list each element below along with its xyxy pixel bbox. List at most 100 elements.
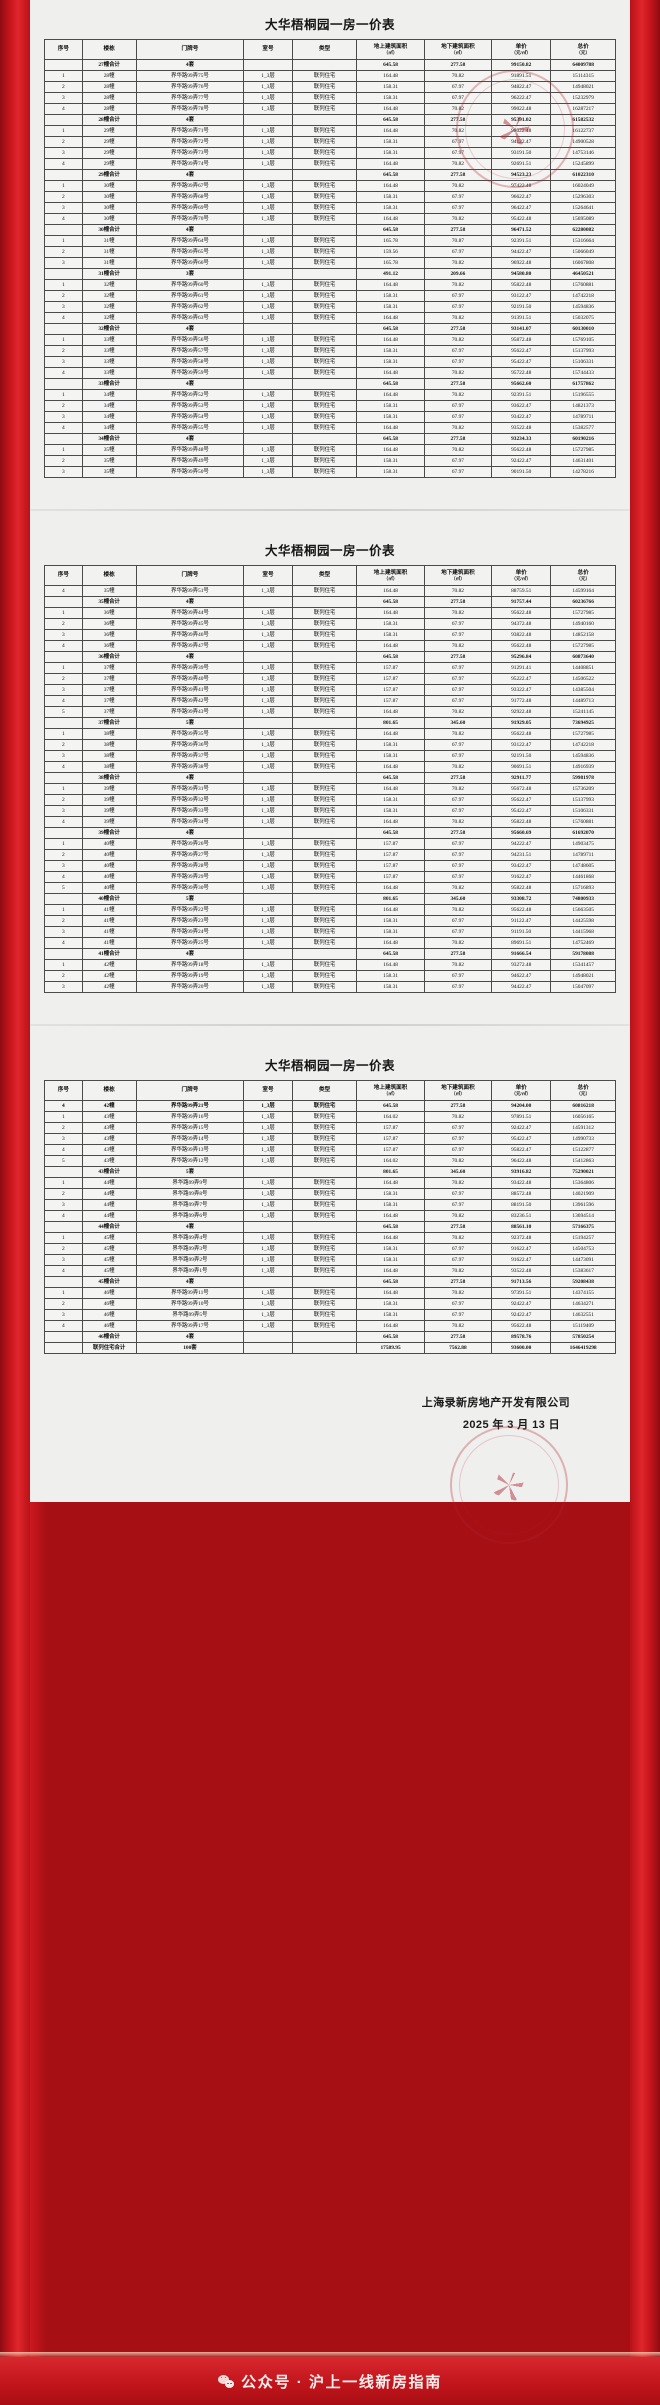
cell-room: 1_3层: [243, 662, 293, 674]
cell-uarea: 70.82: [423, 312, 493, 324]
cell-no: 3: [44, 684, 83, 696]
cell-unit: 95422.48: [491, 213, 552, 225]
cell-total: 59208438: [550, 1276, 616, 1288]
cell-area: 17589.95: [356, 1342, 425, 1354]
cell-room: 1_3层: [243, 191, 293, 203]
subtotal-row: 46幢合计 4套 645.58 277.58 89578.76 57850254: [44, 1331, 616, 1343]
cell-door: 界华路99弄75号: [135, 70, 245, 82]
subtotal-row: 29幢合计 4套 645.58 277.58 94523.23 61022310: [44, 169, 616, 181]
cell-room: 1_3层: [243, 1111, 293, 1123]
cell-bld: 41幢: [81, 926, 137, 938]
cell-area: 158.31: [356, 750, 425, 762]
cell-room: [243, 1221, 293, 1233]
cell-uarea: 70.82: [423, 279, 493, 291]
page-title-2: 大华梧桐园一房一价表: [264, 544, 395, 558]
cell-area: 164.02: [356, 1111, 425, 1123]
cell-total: 14461868: [550, 871, 616, 883]
cell-type: [291, 268, 358, 280]
cell-uarea: 277.58: [423, 378, 493, 390]
cell-uarea: 277.58: [423, 1331, 493, 1343]
subtotal-row: 41幢合计 4套 645.58 277.58 91666.54 59178088: [44, 948, 616, 960]
table-row: 1 34幢 界华路99弄52号 1_3层 联列住宅 164.48 70.82 92391.51…: [44, 389, 616, 401]
cell-no: 1: [44, 662, 83, 674]
cell-unit: 95622.48: [491, 728, 552, 740]
cell-type: 联列住宅: [291, 706, 358, 718]
table-row: 3 28幢 界华路99弄77号 1_3层 联列住宅 158.31 67.97 96222.47…: [44, 92, 616, 104]
cell-no: [44, 596, 83, 608]
cell-unit: 95822.48: [491, 279, 552, 291]
cell-room: 1_3层: [243, 136, 293, 148]
cell-uarea: 70.82: [423, 959, 493, 971]
cell-uarea: 70.82: [423, 1287, 493, 1299]
cell-total: 60873640: [550, 651, 616, 663]
cell-unit: 95822.47: [491, 1144, 552, 1156]
cell-area: 165.78: [356, 257, 425, 269]
cell-no: 2: [44, 1122, 83, 1134]
table-row: 4 32幢 界华路99弄63号 1_3层 联列住宅 164.48 70.82 91391.51…: [44, 312, 616, 324]
cell-no: [44, 378, 83, 390]
cell-door: 界华路99弄33号: [135, 805, 245, 817]
cell-type: [291, 717, 358, 729]
cell-door: 4套: [135, 948, 245, 960]
cell-no: 1: [44, 1287, 83, 1299]
cell-bld: 42幢: [81, 981, 137, 993]
cell-room: 1_3层: [243, 739, 293, 751]
cell-bld: 46幢: [81, 1298, 137, 1310]
table-row: 1 31幢 界华路99弄64号 1_3层 联列住宅 165.78 70.87 92391.51…: [44, 235, 616, 247]
cell-area: 164.48: [356, 103, 425, 115]
cell-total: 15663505: [550, 904, 616, 916]
cell-door: 界华路99弄27号: [135, 849, 245, 861]
table-row: 2 41幢 界华路99弄23号 1_3层 联列住宅 158.31 67.97 91122.47…: [44, 915, 616, 927]
cell-bld: 39幢: [81, 794, 137, 806]
cell-bld: 44幢: [81, 1177, 137, 1189]
table-row: 1 29幢 界华路99弄71号 1_3层 联列住宅 164.48 70.82 98022.48…: [44, 125, 616, 137]
cell-door: 界华路99弄36号: [135, 739, 245, 751]
cell-type: 联列住宅: [291, 389, 358, 401]
cell-total: 14408851: [550, 662, 616, 674]
cell-uarea: 67.97: [423, 301, 493, 313]
table-row: 3 34幢 界华路99弄54号 1_3层 联列住宅 158.31 67.97 93422.47…: [44, 411, 616, 423]
cell-total: 14632551: [550, 1309, 616, 1321]
cell-unit: 94822.47: [491, 81, 552, 93]
cell-unit: 95622.48: [491, 444, 552, 456]
cell-room: 1_3层: [243, 838, 293, 850]
table-row: 2 40幢 界华路99弄27号 1_3层 联列住宅 157.87 67.97 94231.51…: [44, 849, 616, 861]
cell-area: 158.31: [356, 739, 425, 751]
cell-no: 4: [44, 1210, 83, 1222]
cell-door: 界华路99弄13号: [135, 1144, 245, 1156]
cell-total: 14742218: [550, 290, 616, 302]
cell-room: 1_3层: [243, 871, 293, 883]
cell-room: 1_3层: [243, 444, 293, 456]
cell-area: 801.65: [356, 717, 425, 729]
cell-total: 14594836: [550, 750, 616, 762]
cell-door: 界华路99弄51号: [135, 585, 245, 597]
cell-room: [243, 1342, 293, 1354]
col-header-below-area: 地下建筑面积 （㎡）: [423, 565, 493, 586]
cell-type: 联列住宅: [291, 1232, 358, 1244]
cell-bld: 41幢: [81, 904, 137, 916]
cell-no: 4: [44, 103, 83, 115]
cell-uarea: 70.82: [423, 1232, 493, 1244]
cell-area: 157.87: [356, 838, 425, 850]
cell-no: 1: [44, 1111, 83, 1123]
cell-room: 1_3层: [243, 1320, 293, 1332]
cell-total: 15296303: [550, 191, 616, 203]
table-row: 4 35幢 界华路99弄51号 1_3层 联列住宅 164.48 70.82 88759.51…: [44, 585, 616, 597]
cell-area: 801.65: [356, 893, 425, 905]
cell-no: 1: [44, 959, 83, 971]
cell-type: 联列住宅: [291, 970, 358, 982]
cell-room: 1_3层: [243, 684, 293, 696]
cell-no: 1: [44, 728, 83, 740]
cell-door: 界华路99弄55号: [135, 422, 245, 434]
cell-door: 4套: [135, 323, 245, 335]
cell-no: 2: [44, 1188, 83, 1200]
cell-total: 15032075: [550, 312, 616, 324]
cell-type: 联列住宅: [291, 367, 358, 379]
cell-unit: 92191.50: [491, 750, 552, 762]
cell-door: 界华路99弄49号: [135, 455, 245, 467]
cell-type: 联列住宅: [291, 147, 358, 159]
cell-door: 界华路99弄32号: [135, 794, 245, 806]
cell-unit: 95672.48: [491, 783, 552, 795]
company-name: 上海录新房地产开发有限公司: [421, 1397, 570, 1409]
cell-area: 164.48: [356, 937, 425, 949]
